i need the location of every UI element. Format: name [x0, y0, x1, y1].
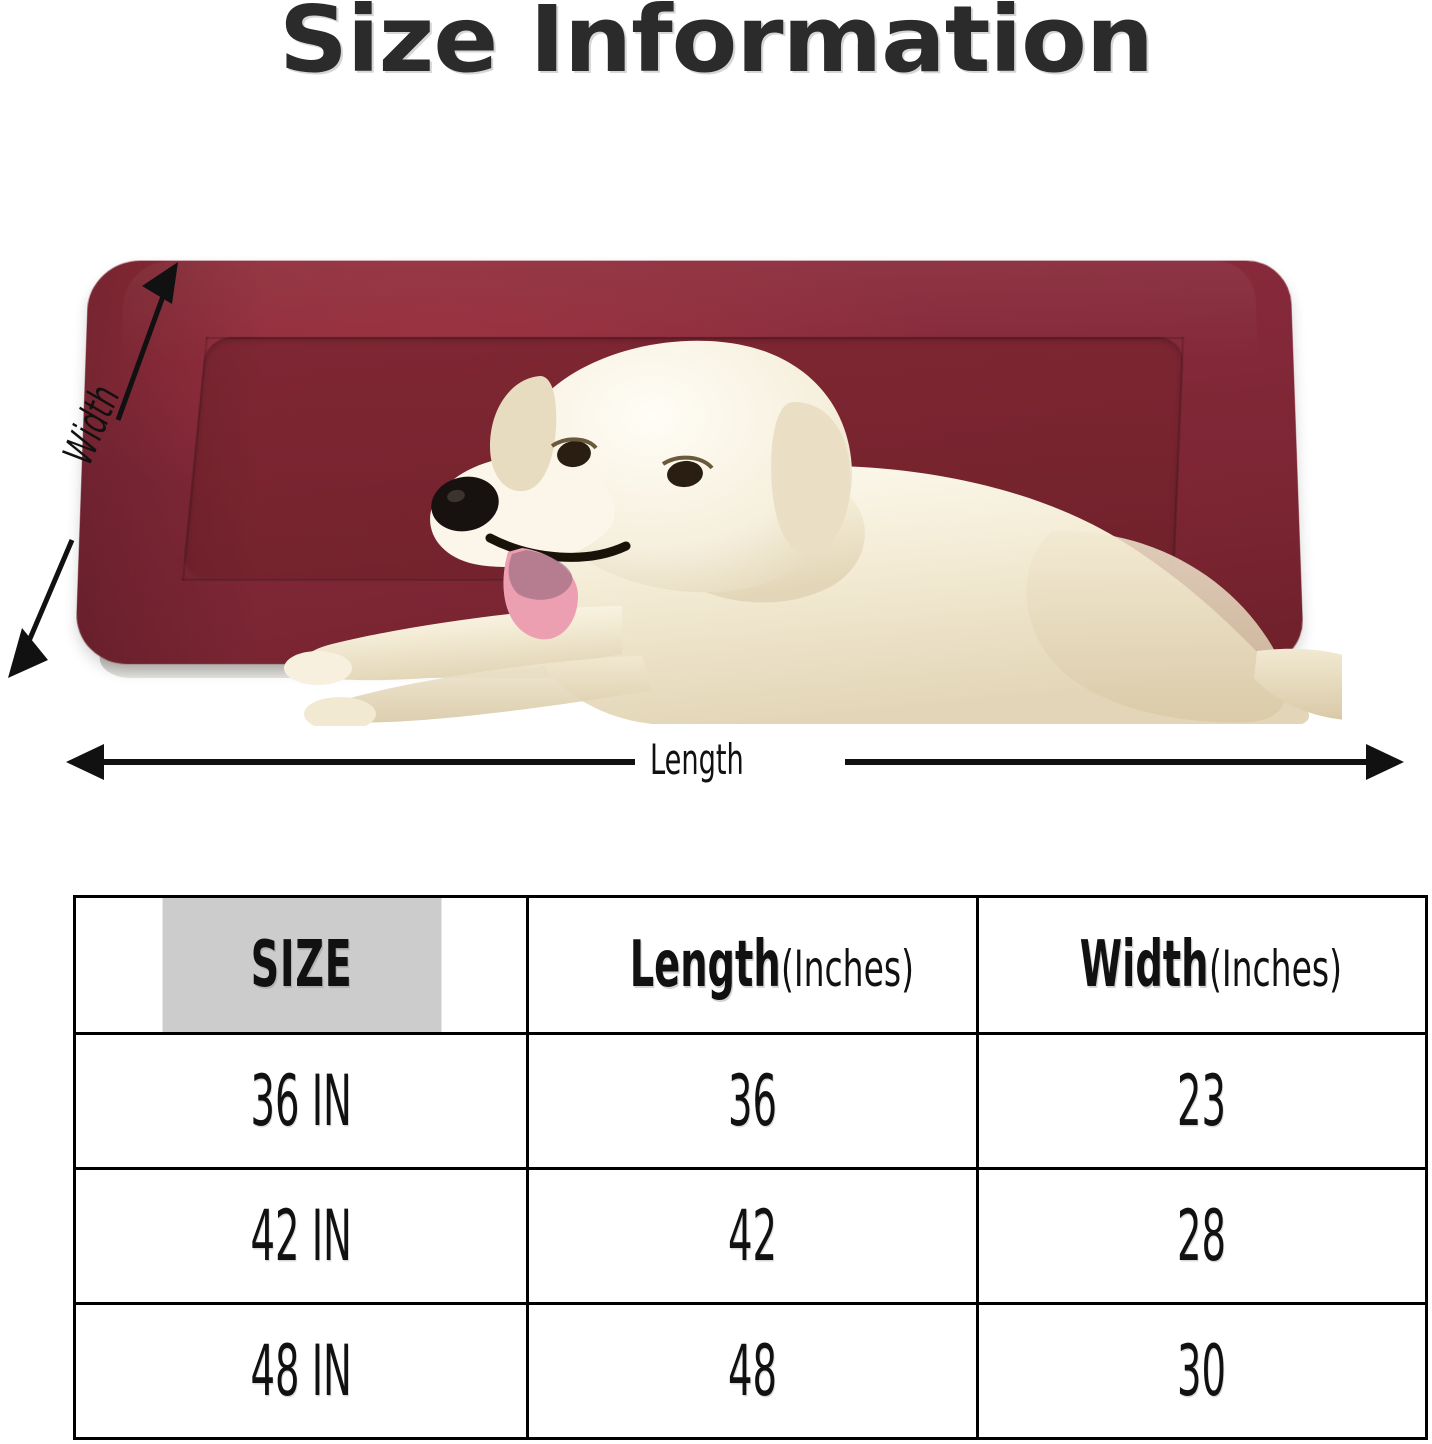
cell-value: 48 — [727, 1330, 777, 1412]
cell-value: 36 IN — [250, 1060, 352, 1142]
cell-size: 36 IN — [73, 1032, 529, 1170]
product-diagram — [0, 100, 1432, 790]
header-length-unit: (Inches) — [780, 940, 914, 998]
table-header-row: SIZE Length (Inches) Width(Inches) — [75, 895, 1428, 1035]
cell-size: 48 IN — [73, 1302, 529, 1440]
header-length: Length (Inches) — [526, 895, 979, 1035]
cell-size: 42 IN — [73, 1167, 529, 1305]
cell-length: 36 — [526, 1032, 979, 1170]
header-size: SIZE — [159, 895, 443, 1035]
cell-value: 42 — [727, 1195, 777, 1277]
cell-width: 30 — [976, 1302, 1428, 1440]
cell-width: 23 — [976, 1032, 1428, 1170]
header-length-main: Length — [629, 928, 781, 1002]
length-label: Length — [650, 735, 744, 784]
cell-value: 42 IN — [250, 1195, 352, 1277]
cell-value: 30 — [1177, 1330, 1227, 1412]
table-row: 36 IN 36 23 — [73, 1032, 1428, 1170]
table-row: 48 IN 48 30 — [73, 1302, 1428, 1440]
cell-length: 48 — [526, 1302, 979, 1440]
cell-length: 42 — [526, 1167, 979, 1305]
cell-value: 23 — [1177, 1060, 1227, 1142]
size-table: SIZE Length (Inches) Width(Inches) 36 IN… — [73, 895, 1428, 1440]
cell-value: 36 — [727, 1060, 777, 1142]
header-width-main: Width — [1079, 928, 1209, 1002]
page-title: Size Information — [279, 0, 1154, 93]
header-width: Width(Inches) — [976, 895, 1428, 1035]
dog-photo — [222, 306, 1342, 726]
cell-width: 28 — [976, 1167, 1428, 1305]
cell-value: 48 IN — [250, 1330, 352, 1412]
seam-line — [181, 337, 209, 581]
dog-bed-illustration — [74, 258, 1342, 728]
cell-value: 28 — [1177, 1195, 1227, 1277]
table-row: 42 IN 42 28 — [73, 1167, 1428, 1305]
header-width-unit: (Inches) — [1208, 940, 1342, 998]
